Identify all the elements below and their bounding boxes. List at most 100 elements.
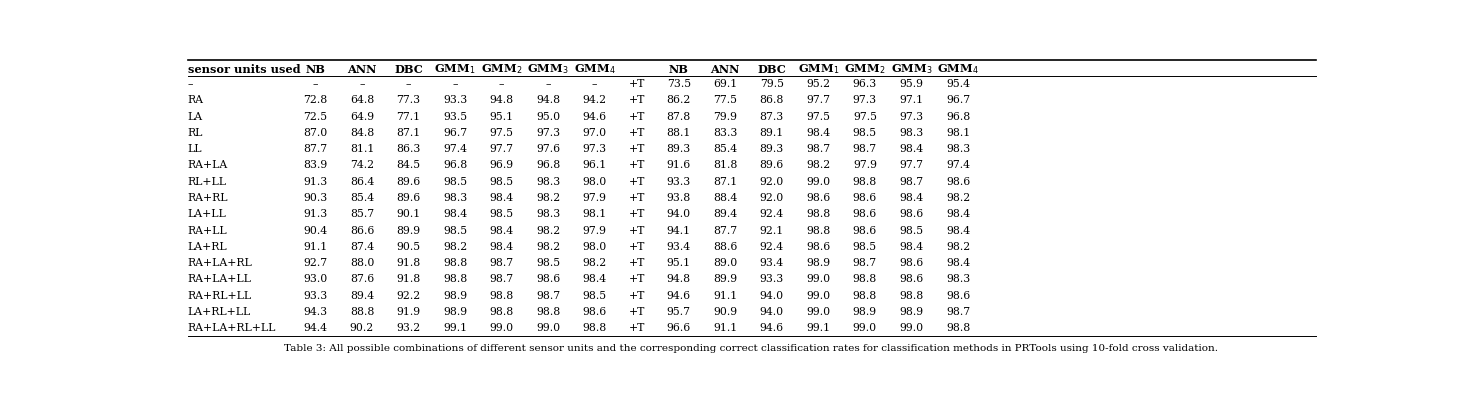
Text: 86.6: 86.6 [350, 225, 374, 235]
Text: 93.8: 93.8 [667, 193, 691, 203]
Text: 95.1: 95.1 [489, 111, 514, 121]
Text: 95.4: 95.4 [946, 79, 970, 89]
Text: 98.5: 98.5 [583, 291, 607, 301]
Text: 88.6: 88.6 [713, 242, 737, 252]
Text: 90.3: 90.3 [303, 193, 328, 203]
Text: 81.8: 81.8 [713, 161, 737, 171]
Text: 99.0: 99.0 [489, 323, 514, 333]
Text: 99.0: 99.0 [806, 307, 831, 317]
Text: 99.1: 99.1 [806, 323, 831, 333]
Text: 98.7: 98.7 [900, 177, 923, 187]
Text: 98.1: 98.1 [583, 209, 607, 219]
Text: GMM$_{4}$: GMM$_{4}$ [574, 62, 615, 76]
Text: 98.4: 98.4 [900, 242, 923, 252]
Text: RL: RL [188, 128, 204, 138]
Text: ANN: ANN [347, 64, 377, 75]
Text: 86.4: 86.4 [350, 177, 374, 187]
Text: GMM$_{4}$: GMM$_{4}$ [938, 62, 979, 76]
Text: 98.7: 98.7 [853, 258, 878, 268]
Text: 86.8: 86.8 [760, 95, 784, 105]
Text: 98.4: 98.4 [946, 209, 970, 219]
Text: 89.6: 89.6 [397, 177, 420, 187]
Text: +T: +T [628, 307, 645, 317]
Text: 88.0: 88.0 [350, 258, 374, 268]
Text: 97.3: 97.3 [583, 144, 607, 154]
Text: +T: +T [628, 95, 645, 105]
Text: 97.5: 97.5 [489, 128, 514, 138]
Text: 98.5: 98.5 [442, 225, 467, 235]
Text: 97.3: 97.3 [853, 95, 878, 105]
Text: 97.7: 97.7 [489, 144, 514, 154]
Text: 89.4: 89.4 [350, 291, 374, 301]
Text: 98.2: 98.2 [946, 242, 970, 252]
Text: 98.4: 98.4 [489, 193, 514, 203]
Text: 98.8: 98.8 [806, 209, 831, 219]
Text: 90.5: 90.5 [397, 242, 420, 252]
Text: 64.9: 64.9 [350, 111, 374, 121]
Text: 94.8: 94.8 [667, 275, 691, 285]
Text: 87.1: 87.1 [713, 177, 737, 187]
Text: 96.8: 96.8 [536, 161, 560, 171]
Text: 94.0: 94.0 [760, 291, 784, 301]
Text: 98.5: 98.5 [900, 225, 923, 235]
Text: 97.0: 97.0 [583, 128, 607, 138]
Text: 98.3: 98.3 [946, 275, 970, 285]
Text: 98.5: 98.5 [536, 258, 560, 268]
Text: –: – [312, 79, 318, 89]
Text: GMM$_{3}$: GMM$_{3}$ [527, 62, 568, 76]
Text: 98.4: 98.4 [489, 242, 514, 252]
Text: 87.1: 87.1 [397, 128, 420, 138]
Text: 93.4: 93.4 [760, 258, 784, 268]
Text: 98.8: 98.8 [536, 307, 560, 317]
Text: 98.6: 98.6 [946, 177, 970, 187]
Text: +T: +T [628, 144, 645, 154]
Text: 97.9: 97.9 [853, 161, 878, 171]
Text: 98.4: 98.4 [489, 225, 514, 235]
Text: 98.0: 98.0 [583, 177, 607, 187]
Text: 74.2: 74.2 [350, 161, 374, 171]
Text: 94.0: 94.0 [760, 307, 784, 317]
Text: 95.2: 95.2 [806, 79, 831, 89]
Text: –: – [500, 79, 504, 89]
Text: 98.6: 98.6 [806, 193, 831, 203]
Text: LA+RL: LA+RL [188, 242, 227, 252]
Text: RA+LA+RL: RA+LA+RL [188, 258, 252, 268]
Text: 98.6: 98.6 [853, 209, 878, 219]
Text: 92.4: 92.4 [760, 242, 784, 252]
Text: 89.3: 89.3 [760, 144, 784, 154]
Text: 94.6: 94.6 [583, 111, 607, 121]
Text: 91.6: 91.6 [667, 161, 691, 171]
Text: 84.8: 84.8 [350, 128, 374, 138]
Text: ANN: ANN [711, 64, 740, 75]
Text: 98.2: 98.2 [536, 193, 560, 203]
Text: 97.5: 97.5 [853, 111, 878, 121]
Text: +T: +T [628, 209, 645, 219]
Text: GMM$_{1}$: GMM$_{1}$ [798, 62, 839, 76]
Text: 97.4: 97.4 [946, 161, 970, 171]
Text: 94.8: 94.8 [489, 95, 514, 105]
Text: +T: +T [628, 275, 645, 285]
Text: 84.5: 84.5 [397, 161, 420, 171]
Text: RA+RL: RA+RL [188, 193, 229, 203]
Text: 89.1: 89.1 [760, 128, 784, 138]
Text: 98.3: 98.3 [536, 177, 560, 187]
Text: –: – [592, 79, 598, 89]
Text: 98.2: 98.2 [806, 161, 831, 171]
Text: 98.4: 98.4 [806, 128, 831, 138]
Text: 92.4: 92.4 [760, 209, 784, 219]
Text: 89.6: 89.6 [760, 161, 784, 171]
Text: 69.1: 69.1 [713, 79, 737, 89]
Text: 99.0: 99.0 [806, 291, 831, 301]
Text: +T: +T [628, 161, 645, 171]
Text: NB: NB [306, 64, 325, 75]
Text: 98.2: 98.2 [536, 225, 560, 235]
Text: 91.3: 91.3 [303, 177, 328, 187]
Text: –: – [453, 79, 457, 89]
Text: 98.8: 98.8 [900, 291, 923, 301]
Text: 94.0: 94.0 [667, 209, 691, 219]
Text: 93.5: 93.5 [442, 111, 467, 121]
Text: 96.8: 96.8 [946, 111, 970, 121]
Text: 96.7: 96.7 [946, 95, 970, 105]
Text: –: – [359, 79, 365, 89]
Text: 98.6: 98.6 [900, 275, 923, 285]
